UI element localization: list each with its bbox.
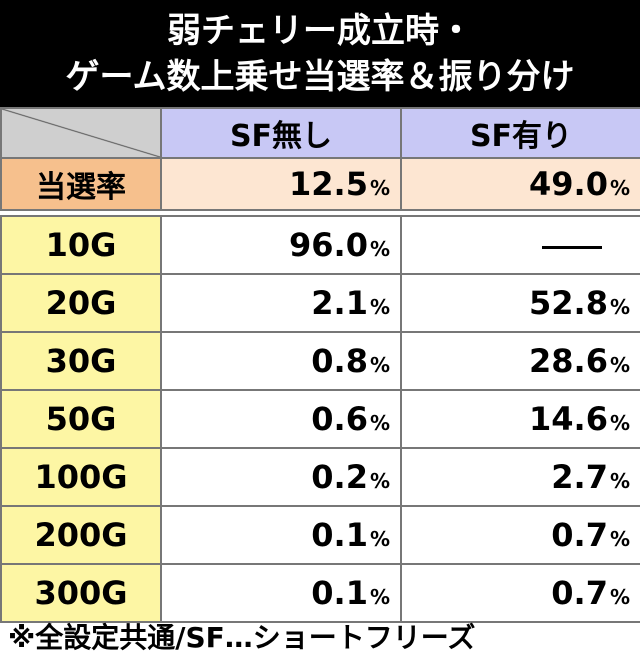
value-sf-yes: 2.7% [400, 447, 640, 507]
table-row: 30G 0.8% 28.6% [0, 331, 640, 391]
percent-sign: % [609, 585, 630, 609]
value-sf-yes: 0.7% [400, 505, 640, 565]
value-number: 49.0 [529, 165, 608, 203]
value-number: 0.1 [311, 516, 368, 554]
value-sf-yes: 14.6% [400, 389, 640, 449]
value-sf-yes: — [400, 215, 640, 275]
percent-sign: % [369, 527, 390, 551]
percent-sign: % [609, 527, 630, 551]
table-row: 300G 0.1% 0.7% [0, 563, 640, 623]
game-count-label: 100G [0, 447, 162, 507]
percent-sign: % [369, 237, 390, 261]
value-number: 96.0 [289, 226, 368, 264]
table-row: 50G 0.6% 14.6% [0, 389, 640, 449]
title-line-1: 弱チェリー成立時・ [167, 11, 473, 51]
percent-sign: % [369, 176, 390, 200]
column-header-sf-yes: SF有り [400, 107, 640, 159]
column-header-sf-none: SF無し [160, 107, 402, 159]
percent-sign: % [609, 176, 630, 200]
percent-sign: % [609, 411, 630, 435]
corner-cell [0, 107, 162, 159]
value-number: 0.1 [311, 574, 368, 612]
value-number: 52.8 [529, 284, 608, 322]
title-line-2: ゲーム数上乗せ当選率＆振り分け [65, 57, 575, 97]
footnote: ※全設定共通/SF…ショートフリーズ [8, 621, 476, 654]
value-number: 0.8 [311, 342, 368, 380]
value-number: 2.1 [311, 284, 368, 322]
value-number: 0.7 [551, 516, 608, 554]
percent-sign: % [369, 411, 390, 435]
table-row: 100G 0.2% 2.7% [0, 447, 640, 507]
value-number: 12.5 [289, 165, 368, 203]
value-number: 14.6 [529, 400, 608, 438]
game-count-label: 50G [0, 389, 162, 449]
value-number: 0.2 [311, 458, 368, 496]
percent-sign: % [369, 295, 390, 319]
table-row: 10G 96.0% — [0, 215, 640, 275]
percent-sign: % [609, 353, 630, 377]
value-sf-none: 96.0% [160, 215, 402, 275]
dash-mark [542, 245, 602, 249]
value-sf-none: 0.1% [160, 563, 402, 623]
page-title: 弱チェリー成立時・ ゲーム数上乗せ当選率＆振り分け [0, 0, 640, 107]
value-sf-none: 2.1% [160, 273, 402, 333]
game-count-label: 200G [0, 505, 162, 565]
value-sf-none: 0.6% [160, 389, 402, 449]
value-sf-none: 0.8% [160, 331, 402, 391]
value-sf-none: 0.2% [160, 447, 402, 507]
rate-row: 当選率 12.5% 49.0% [0, 157, 640, 211]
game-count-label: 10G [0, 215, 162, 275]
percent-sign: % [369, 585, 390, 609]
probability-table: SF無し SF有り 当選率 12.5% 49.0% 10G 96.0% — 20… [0, 107, 640, 623]
table-row: 20G 2.1% 52.8% [0, 273, 640, 333]
value-sf-none: 0.1% [160, 505, 402, 565]
percent-sign: % [369, 469, 390, 493]
separator [1, 209, 640, 217]
game-count-label: 300G [0, 563, 162, 623]
value-number: 28.6 [529, 342, 608, 380]
table-row: 200G 0.1% 0.7% [0, 505, 640, 565]
percent-sign: % [609, 469, 630, 493]
value-sf-yes: 28.6% [400, 331, 640, 391]
value-number: 0.7 [551, 574, 608, 612]
rate-value-sf-yes: 49.0% [400, 157, 640, 211]
value-sf-yes: 0.7% [400, 563, 640, 623]
game-count-label: 30G [0, 331, 162, 391]
value-sf-yes: 52.8% [400, 273, 640, 333]
value-number: 0.6 [311, 400, 368, 438]
percent-sign: % [369, 353, 390, 377]
rate-label: 当選率 [0, 157, 162, 211]
game-count-label: 20G [0, 273, 162, 333]
value-number: 2.7 [551, 458, 608, 496]
separator-row [1, 209, 640, 217]
rate-value-sf-none: 12.5% [160, 157, 402, 211]
percent-sign: % [609, 295, 630, 319]
header-row: SF無し SF有り [0, 107, 640, 159]
